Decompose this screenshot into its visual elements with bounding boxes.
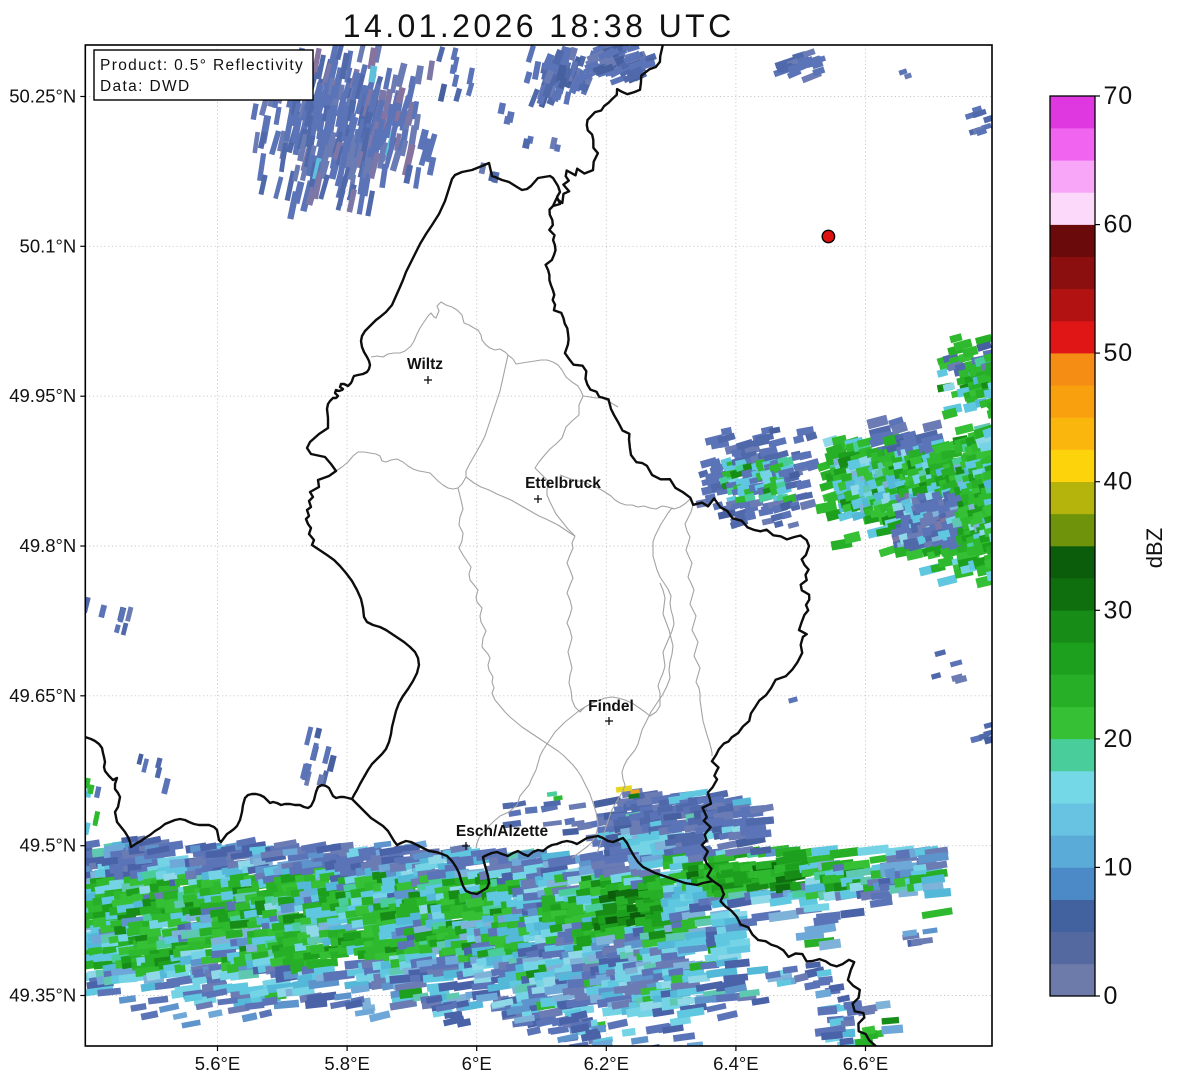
svg-text:0: 0 <box>1104 982 1119 1010</box>
svg-text:Esch/Alzette: Esch/Alzette <box>456 823 549 840</box>
svg-text:Data: DWD: Data: DWD <box>100 78 191 95</box>
svg-text:14.01.2026 18:38 UTC: 14.01.2026 18:38 UTC <box>343 8 735 44</box>
svg-text:Ettelbruck: Ettelbruck <box>525 475 601 492</box>
svg-text:49.95°N: 49.95°N <box>9 385 76 406</box>
svg-text:49.65°N: 49.65°N <box>9 685 76 706</box>
svg-text:49.35°N: 49.35°N <box>9 985 76 1006</box>
svg-text:49.5°N: 49.5°N <box>20 835 77 856</box>
svg-text:6°E: 6°E <box>462 1053 492 1074</box>
svg-text:70: 70 <box>1104 82 1133 110</box>
svg-text:50.1°N: 50.1°N <box>20 235 77 256</box>
svg-text:6.2°E: 6.2°E <box>584 1053 629 1074</box>
svg-text:5.8°E: 5.8°E <box>324 1053 369 1074</box>
svg-text:10: 10 <box>1104 853 1133 881</box>
svg-text:dBZ: dBZ <box>1142 528 1167 568</box>
svg-text:40: 40 <box>1104 468 1133 496</box>
svg-text:20: 20 <box>1104 725 1133 753</box>
svg-text:60: 60 <box>1104 211 1133 239</box>
svg-text:Wiltz: Wiltz <box>407 356 443 373</box>
svg-text:49.8°N: 49.8°N <box>20 535 77 556</box>
svg-text:6.6°E: 6.6°E <box>843 1053 888 1074</box>
svg-text:Product: 0.5° Reflectivity: Product: 0.5° Reflectivity <box>100 57 304 74</box>
svg-text:Findel: Findel <box>588 698 634 715</box>
svg-text:6.4°E: 6.4°E <box>713 1053 758 1074</box>
svg-text:30: 30 <box>1104 596 1133 624</box>
svg-text:5.6°E: 5.6°E <box>195 1053 240 1074</box>
svg-text:50: 50 <box>1104 339 1133 367</box>
svg-text:50.25°N: 50.25°N <box>9 86 76 107</box>
